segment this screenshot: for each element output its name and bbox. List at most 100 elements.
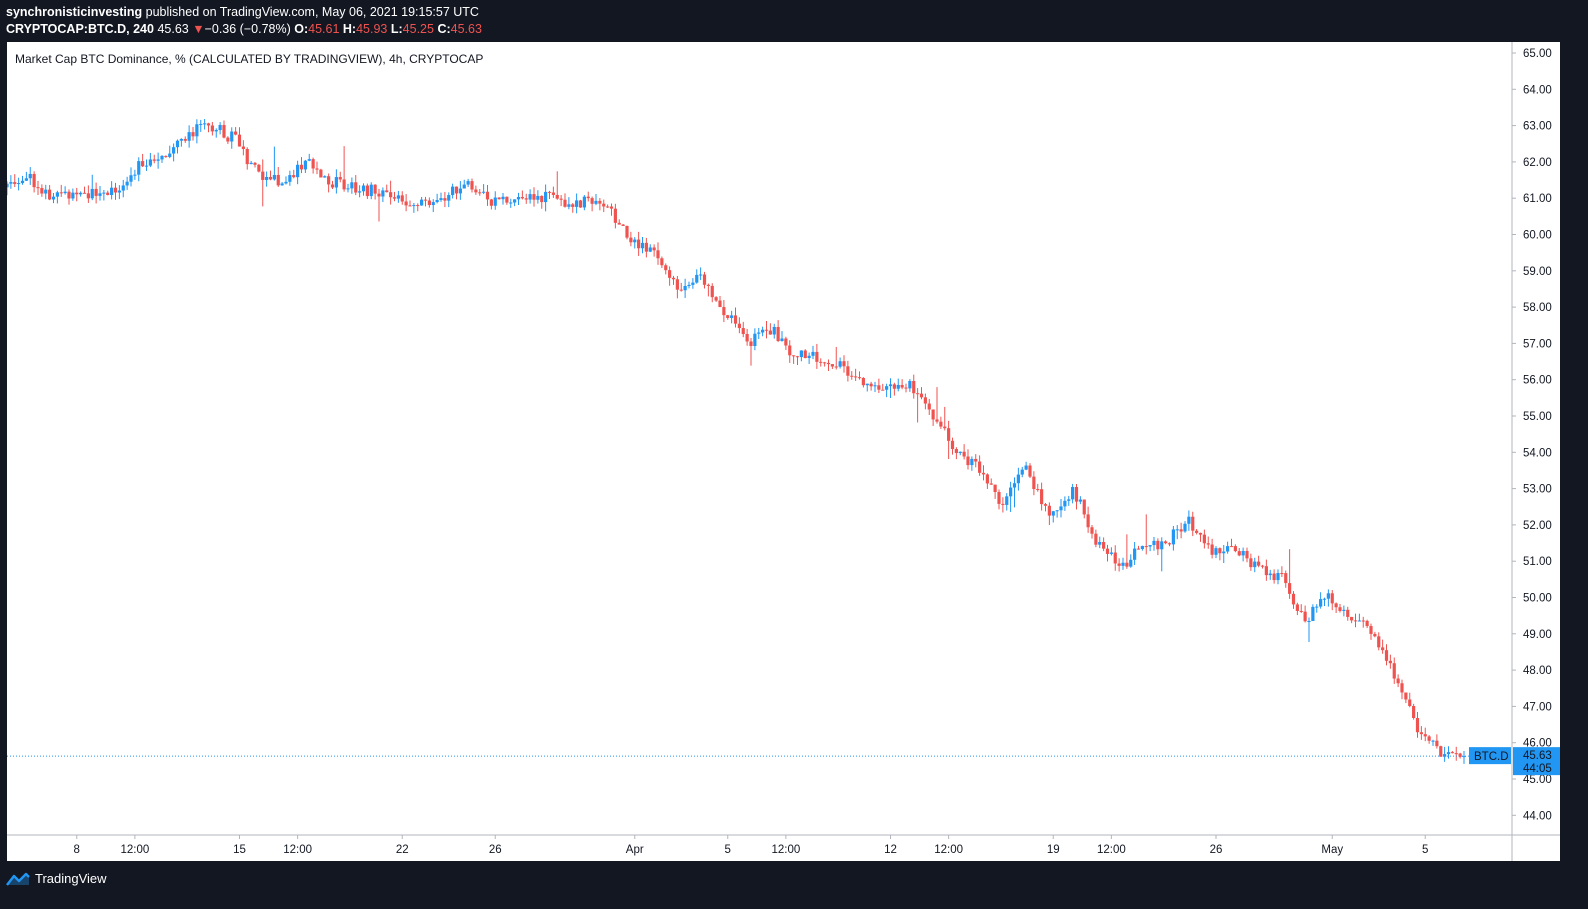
candle-body: [1086, 514, 1090, 528]
candle-body: [179, 138, 183, 141]
candle-body: [1446, 752, 1451, 755]
brand-name: TradingView: [35, 871, 107, 886]
candle-body: [892, 384, 896, 389]
symbol-tag-background: [1469, 747, 1511, 765]
candle-body: [296, 164, 300, 178]
candle-body: [1167, 543, 1172, 545]
x-tick-label: 12:00: [771, 844, 800, 856]
candle-body: [44, 189, 48, 194]
candle-body: [826, 362, 831, 365]
candle-body: [776, 326, 780, 342]
candle-body: [706, 284, 710, 286]
candle-body: [354, 182, 358, 193]
candle-body: [214, 130, 218, 132]
candle-body: [451, 186, 455, 196]
brand[interactable]: TradingView: [6, 871, 107, 886]
candle-body: [346, 188, 350, 190]
candle-body: [1346, 609, 1350, 617]
candle-body: [79, 192, 83, 195]
candle-body: [1435, 740, 1439, 747]
candle-body: [1082, 499, 1086, 515]
candle-body: [148, 159, 152, 166]
candle-body: [683, 285, 687, 291]
candle-body: [575, 200, 579, 207]
candle-body: [288, 175, 292, 182]
candle-body: [195, 124, 199, 137]
candle-body: [877, 385, 881, 390]
candle-body: [482, 191, 486, 193]
candle-body: [338, 177, 342, 180]
candle-body: [640, 242, 645, 249]
candle-body: [36, 187, 40, 189]
candle-body: [753, 333, 757, 347]
candle-body: [315, 168, 319, 170]
author-name[interactable]: synchronisticinvesting: [6, 5, 143, 19]
candle-body: [71, 192, 75, 199]
candle-body: [1233, 546, 1237, 552]
candle-body: [489, 199, 493, 206]
price-tag: BTC.D 45.63 44:05: [1469, 747, 1560, 776]
candle-body: [943, 426, 947, 429]
candle-body: [730, 315, 734, 318]
candle-body: [532, 194, 536, 200]
candle-body: [947, 428, 951, 441]
candle-body: [865, 383, 869, 386]
candle-body: [222, 125, 226, 138]
candle-body: [1113, 552, 1117, 564]
candle-body: [1047, 505, 1051, 516]
candle-body: [7, 183, 9, 188]
candle-body: [594, 200, 598, 204]
candle-body: [578, 200, 583, 208]
candle-body: [962, 451, 966, 457]
candle-body: [904, 387, 908, 389]
candle-body: [369, 184, 373, 197]
candle-body: [718, 300, 722, 308]
x-tick-label: 12: [884, 844, 897, 856]
x-tick-label: Apr: [626, 844, 644, 856]
candle-body: [1078, 499, 1082, 502]
candle-body: [373, 184, 377, 194]
candle-body: [780, 338, 784, 342]
candle-body: [276, 174, 280, 186]
last-price: 45.63: [157, 22, 189, 36]
candle-body: [524, 198, 528, 200]
candle-body: [1094, 533, 1098, 545]
chart-area[interactable]: 44.00 45.00 46.00 47.00 48.00 49.00 50.00 51.00…: [7, 42, 1560, 861]
candle-body: [1051, 511, 1055, 516]
candle-body: [1198, 532, 1203, 535]
candle-body: [1229, 546, 1234, 548]
candle-body: [896, 384, 900, 389]
candle-body: [1396, 678, 1400, 684]
candle-body: [330, 184, 335, 188]
candle-body: [660, 258, 664, 266]
candle-body: [1125, 562, 1129, 567]
candle-body: [400, 195, 404, 202]
y-tick-label: 49.00: [1523, 629, 1552, 641]
candle-body: [590, 198, 594, 204]
y-tick-label: 54.00: [1523, 447, 1552, 459]
top-bar: synchronisticinvesting published on Trad…: [0, 0, 1588, 42]
candle-body: [237, 134, 242, 147]
candle-body: [1121, 562, 1125, 566]
candle-body: [342, 179, 346, 190]
candle-body: [846, 366, 850, 376]
candle-body: [1187, 516, 1191, 524]
candle-body: [551, 192, 555, 195]
candle-body: [1408, 699, 1412, 707]
candle-body: [722, 307, 726, 316]
open-value: 45.61: [308, 22, 340, 36]
candle-body: [1377, 636, 1381, 648]
candle-body: [249, 162, 253, 165]
candle-body: [795, 356, 800, 358]
candle-body: [726, 315, 730, 318]
candle-body: [319, 169, 323, 178]
candle-body: [644, 242, 648, 252]
candle-body: [172, 147, 176, 154]
candle-body: [327, 176, 331, 185]
candle-body: [478, 192, 482, 194]
candle-body: [625, 225, 629, 238]
chart-svg[interactable]: 44.00 45.00 46.00 47.00 48.00 49.00 50.00 51.00…: [7, 42, 1560, 861]
candle-body: [257, 164, 261, 172]
candle-body: [241, 146, 245, 150]
candle-body: [1028, 465, 1032, 477]
